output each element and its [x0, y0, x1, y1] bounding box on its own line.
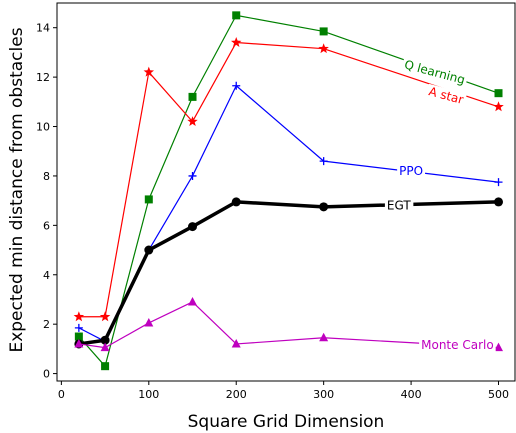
data-point-monte-carlo [188, 296, 198, 306]
data-point-ppo [188, 171, 197, 180]
series-ppo [74, 81, 503, 346]
data-point-monte-carlo [74, 338, 84, 348]
data-point-egt [100, 335, 110, 345]
y-tick-label: 10 [36, 121, 50, 134]
y-tick-label: 6 [43, 219, 50, 232]
series-label-bg [425, 83, 467, 108]
data-point-q-learning [74, 332, 83, 341]
series-label-a-star: A star [427, 84, 465, 107]
series-label-ppo: PPO [399, 164, 423, 178]
series-label-monte-carlo: Monte Carlo [421, 338, 494, 352]
x-tick-label: 400 [401, 388, 422, 401]
x-tick-label: 100 [138, 388, 159, 401]
y-tick-label: 0 [43, 368, 50, 381]
y-tick-label: 8 [43, 170, 50, 183]
data-point-egt [231, 197, 241, 207]
data-point-monte-carlo [319, 332, 329, 342]
series-label-bg [397, 164, 426, 178]
inline-label-monte-carlo: Monte Carlo [419, 338, 496, 353]
series-line-ppo [78, 85, 499, 343]
data-point-q-learning [188, 92, 197, 101]
series-label-q-learning: Q learning [403, 57, 467, 87]
data-point-monte-carlo [100, 342, 110, 352]
y-tick-label: 12 [36, 71, 50, 84]
inline-label-q-learning: Q learning [400, 56, 469, 88]
data-point-ppo [232, 81, 241, 90]
data-point-a-star [99, 311, 111, 322]
data-point-q-learning [319, 27, 328, 36]
series-a-star [73, 37, 504, 322]
y-tick-label: 14 [36, 22, 50, 35]
axes: 0 100 200 300 400 500 0 2 4 6 8 10 12 14 [36, 2, 516, 401]
x-tick-label: 300 [313, 388, 334, 401]
series-line-a-star [78, 41, 499, 318]
series-label-bg [419, 338, 496, 353]
x-axis-label: Square Grid Dimension [188, 412, 385, 432]
data-point-egt [494, 197, 504, 207]
data-point-monte-carlo [231, 338, 241, 348]
data-point-q-learning [144, 195, 153, 204]
data-point-egt [319, 202, 329, 212]
series-label-bg [400, 56, 469, 88]
series-label-bg [384, 198, 414, 213]
data-point-q-learning [101, 362, 110, 371]
inline-label-egt: EGT [384, 198, 414, 213]
data-point-monte-carlo [494, 342, 504, 352]
data-point-ppo [74, 323, 83, 332]
data-point-q-learning [232, 11, 241, 20]
x-tick-label: 200 [226, 388, 247, 401]
data-point-a-star [187, 116, 198, 127]
data-point-a-star [318, 43, 329, 54]
data-point-a-star [73, 311, 85, 322]
data-point-egt [188, 222, 198, 232]
data-point-ppo [319, 157, 328, 166]
inline-label-a-star: A star [425, 83, 467, 108]
data-point-q-learning [494, 89, 503, 98]
x-tick-label: 500 [488, 388, 509, 401]
series-layer [73, 11, 504, 371]
y-tick-label: 2 [43, 318, 50, 331]
series-line-egt [78, 200, 499, 346]
data-point-a-star [493, 101, 504, 112]
series-egt [74, 197, 504, 349]
y-tick-label: 4 [43, 269, 50, 282]
inline-label-ppo: PPO [397, 164, 426, 178]
data-point-ppo [494, 178, 503, 187]
data-point-a-star [231, 37, 242, 47]
series-monte-carlo [74, 296, 504, 352]
series-label-egt: EGT [387, 199, 411, 213]
x-tick-label: 0 [58, 388, 65, 401]
plot-frame [56, 2, 516, 382]
series-q-learning [74, 11, 503, 371]
data-point-monte-carlo [144, 317, 154, 327]
data-point-a-star [143, 66, 155, 77]
y-axis-label: Expected min distance from obstacles [7, 27, 27, 352]
data-point-egt [144, 245, 154, 255]
